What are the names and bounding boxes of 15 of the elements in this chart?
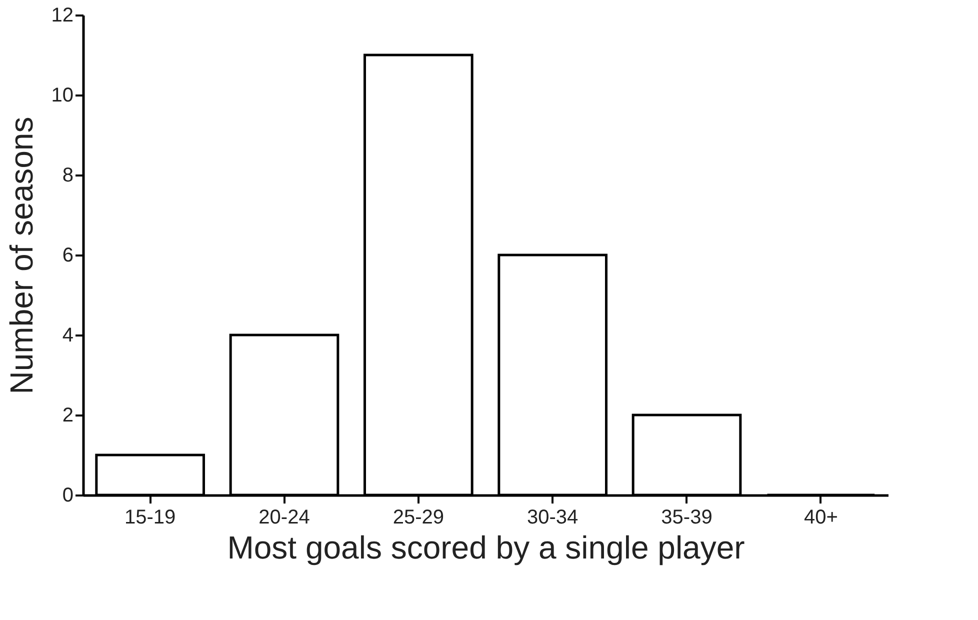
- x-axis-title: Most goals scored by a single player: [227, 530, 746, 566]
- y-tick-label: 6: [62, 244, 74, 266]
- x-tick-label: 20-24: [258, 506, 310, 528]
- y-tick-label: 4: [62, 324, 74, 346]
- y-tick-label: 10: [51, 84, 74, 106]
- y-tick-label: 2: [62, 404, 74, 426]
- x-tick-label: 15-19: [124, 506, 176, 528]
- y-tick-label: 0: [62, 484, 74, 506]
- x-tick-label: 25-29: [392, 506, 444, 528]
- y-tick-label: 8: [62, 164, 74, 186]
- x-tick-label: 30-34: [527, 506, 578, 528]
- x-tick-label: 40+: [804, 506, 838, 528]
- x-tick-label: 35-39: [661, 506, 712, 528]
- y-tick-label: 12: [51, 4, 74, 26]
- y-axis-title: Number of seasons: [3, 116, 40, 394]
